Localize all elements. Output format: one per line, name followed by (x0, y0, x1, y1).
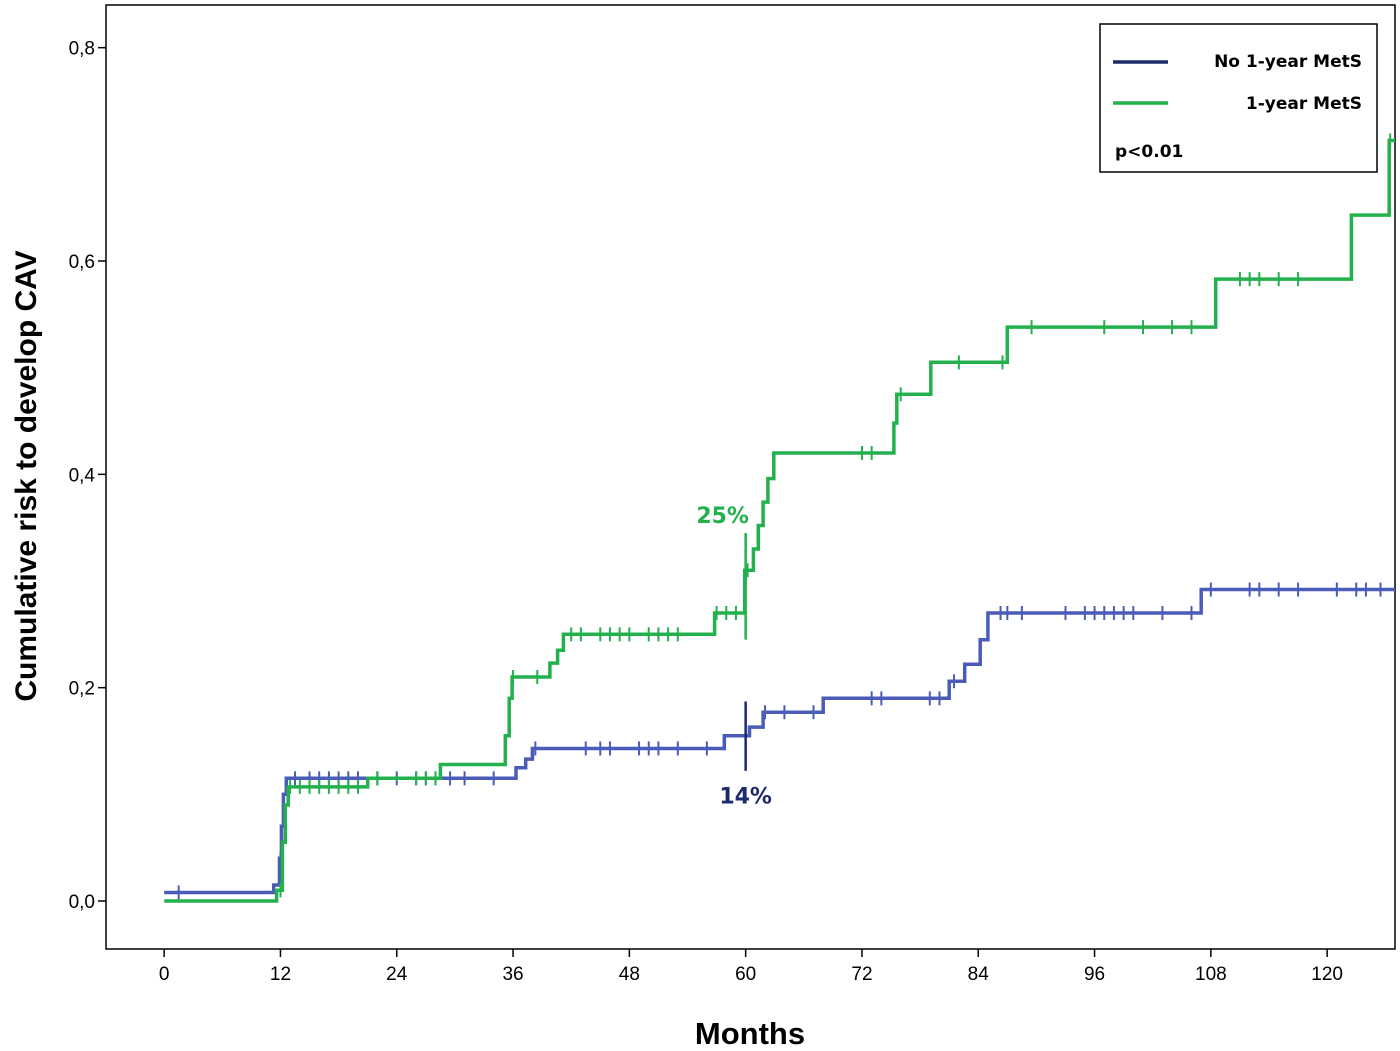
y-tick-label: 0,6 (69, 252, 95, 273)
x-tick-label: 12 (270, 964, 291, 985)
x-tick-label: 48 (619, 964, 640, 985)
y-tick-label: 0,0 (69, 892, 95, 913)
y-tick-label: 0,8 (69, 39, 95, 60)
series-lines (164, 133, 1395, 903)
axes: 0 12 24 36 48 60 72 84 96 108 120 0,0 0,2 0,4 0,6 0,8 (69, 39, 1343, 985)
x-tick-label: 72 (851, 964, 872, 985)
annotations: 25% 14% (696, 504, 772, 810)
x-axis-title: Months (695, 1016, 805, 1051)
annotation-14-percent: 14% (719, 785, 772, 810)
legend: No 1-year MetS 1-year MetS p<0.01 (1099, 23, 1378, 173)
y-tick-label: 0,4 (69, 465, 96, 486)
x-tick-label: 84 (968, 964, 990, 985)
y-tick-label: 0,2 (69, 679, 95, 700)
x-tick-label: 108 (1195, 964, 1227, 985)
series-line-mets (164, 138, 1395, 903)
series-line-no-mets (164, 587, 1395, 895)
x-tick-label: 36 (502, 964, 523, 985)
x-tick-label: 0 (159, 964, 170, 985)
x-tick-label: 60 (735, 964, 756, 985)
x-tick-label: 24 (386, 964, 408, 985)
x-tick-label: 120 (1311, 964, 1343, 985)
annotation-25-percent: 25% (696, 504, 749, 529)
legend-box (1099, 23, 1378, 173)
legend-label-no-mets: No 1-year MetS (1214, 52, 1362, 72)
x-tick-label: 96 (1084, 964, 1105, 985)
legend-label-mets: 1-year MetS (1246, 94, 1362, 114)
y-axis-title: Cumulative risk to develop CAV (10, 250, 43, 701)
p-value-label: p<0.01 (1115, 142, 1183, 162)
